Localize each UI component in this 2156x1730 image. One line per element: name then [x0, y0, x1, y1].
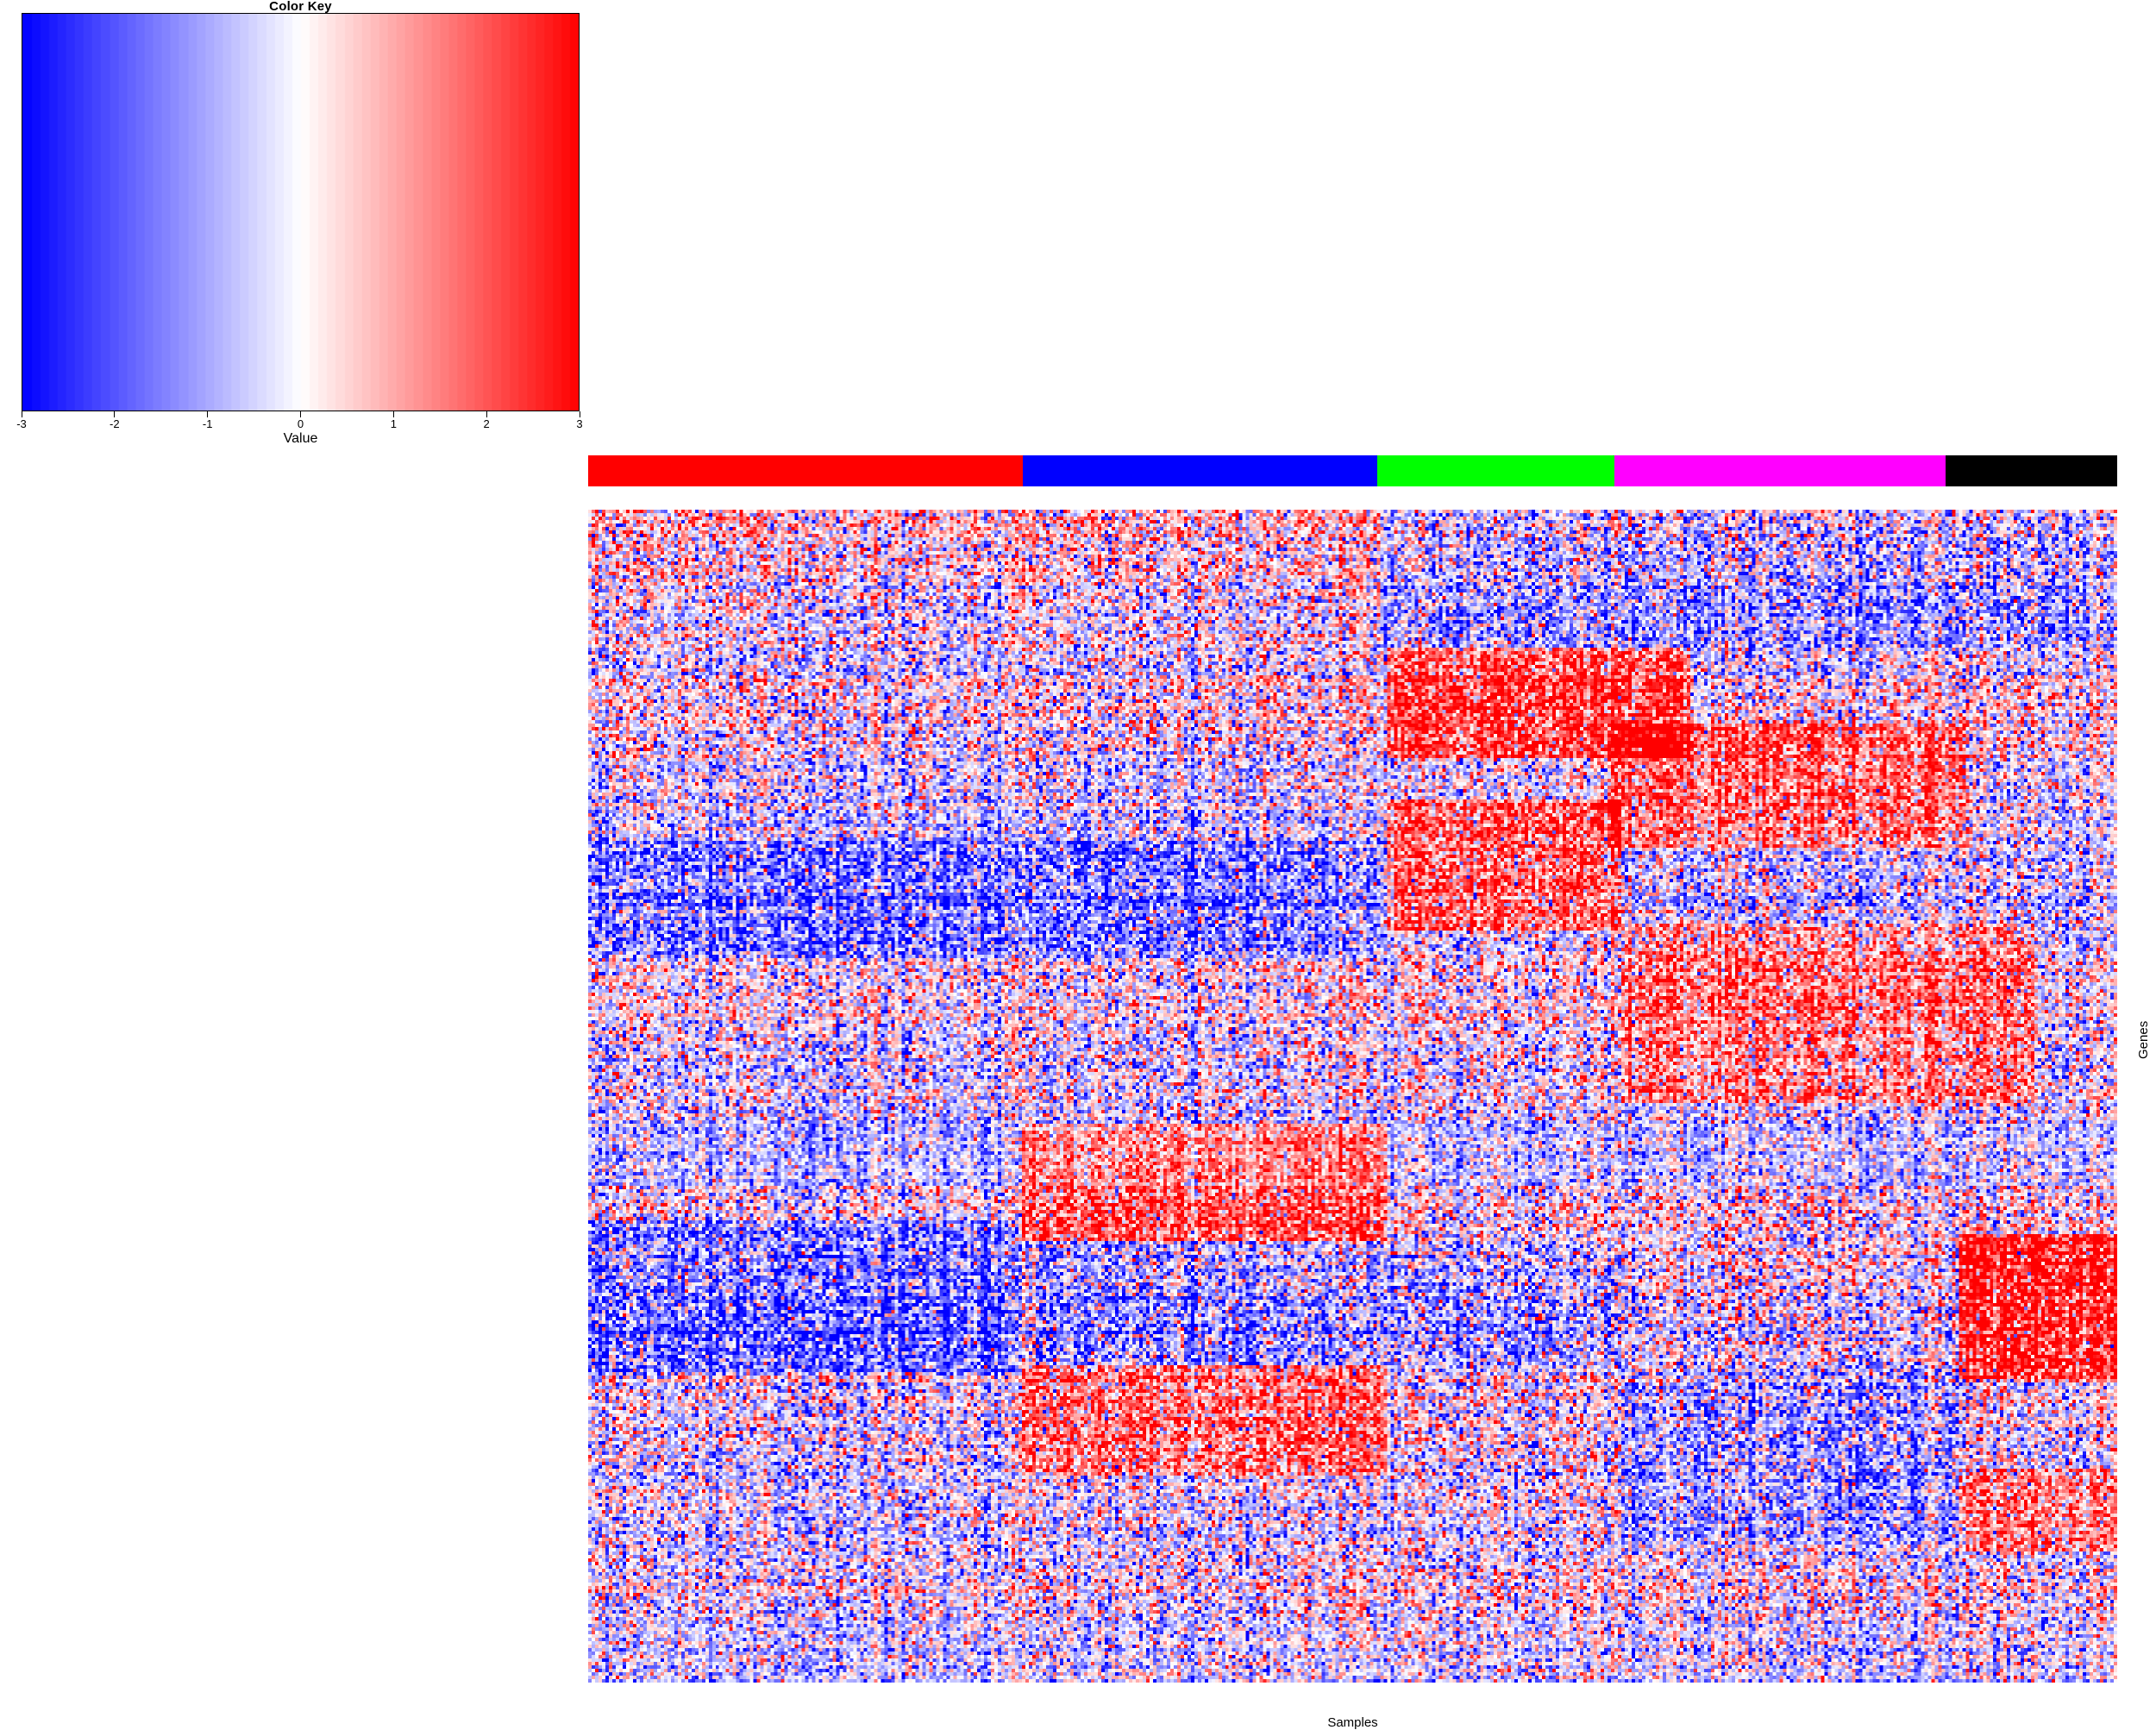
annotation-segment-5	[1946, 455, 2118, 486]
color-key-tick-label: -2	[110, 417, 120, 430]
color-key-gradient-box	[22, 13, 580, 411]
color-key-tick-label: 0	[297, 417, 304, 430]
annotation-segment-2	[1023, 455, 1378, 486]
color-key-tick-label: 2	[483, 417, 490, 430]
color-key-tick-label: -3	[16, 417, 27, 430]
color-key-gradient	[22, 14, 579, 411]
color-key-axis: -3 -2 -1 0 1 2 3	[16, 411, 583, 437]
color-key-value-axis-label: Value	[283, 431, 318, 446]
genes-axis-label: Genes	[2136, 1020, 2151, 1059]
color-key-tick-mark	[486, 411, 487, 417]
heatmap-panel: Genes Samples	[588, 455, 2151, 1730]
samples-axis-label: Samples	[1327, 1715, 1378, 1730]
color-key-tick-label: 3	[576, 417, 583, 430]
color-key-tick-mark	[392, 411, 394, 417]
color-key-tick-mark	[114, 411, 116, 417]
annotation-segment-3	[1377, 455, 1615, 486]
color-key-panel: Color Key -3 -2 -1 0 1 2 3 Value	[0, 0, 604, 466]
color-key-tick-label: 1	[390, 417, 397, 430]
color-key-tick-mark	[300, 411, 301, 417]
color-key-tick-label: -1	[202, 417, 213, 430]
column-annotation-bar	[588, 455, 2118, 486]
color-key-tick-mark	[207, 411, 209, 417]
annotation-segment-1	[588, 455, 1024, 486]
heatmap-canvas	[588, 510, 2117, 1683]
annotation-segment-4	[1614, 455, 1946, 486]
heatmap-body	[588, 510, 2117, 1683]
color-key-title: Color Key	[269, 0, 332, 14]
